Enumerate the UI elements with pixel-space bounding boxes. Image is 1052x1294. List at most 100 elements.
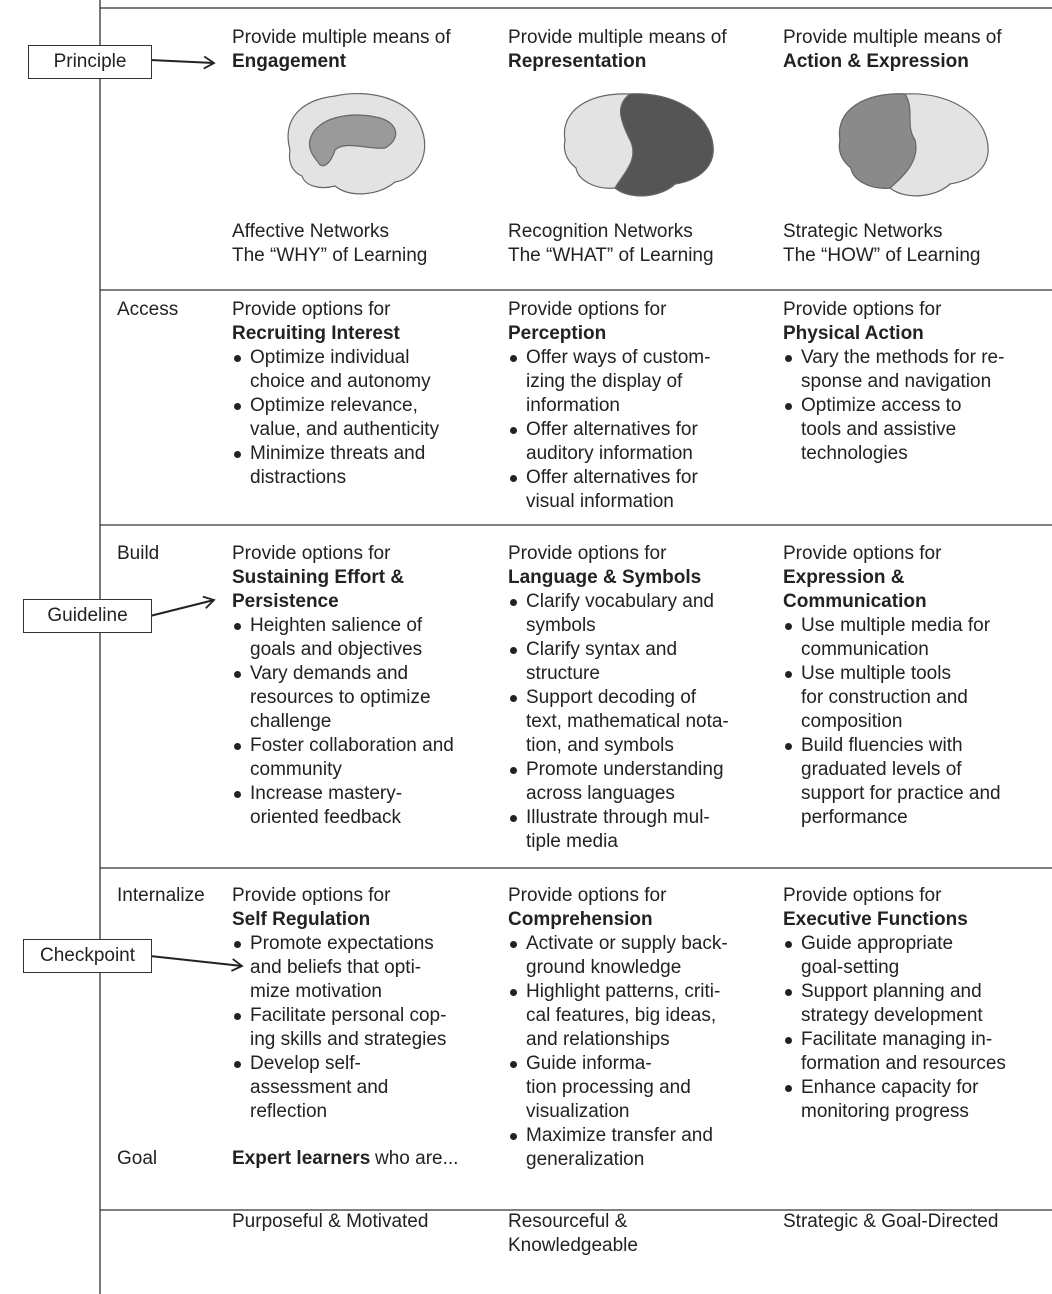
cell-intro: Provide options for <box>232 885 391 906</box>
bullet-text: izing the display of <box>526 371 683 392</box>
row-label: Build <box>117 543 160 564</box>
bullet <box>785 403 792 410</box>
bullet-text: across languages <box>526 783 675 804</box>
bullet-text: auditory information <box>526 443 693 464</box>
bullet-text: visualization <box>526 1101 630 1122</box>
callout-label: Checkpoint <box>23 939 152 973</box>
bullet-text: goal-setting <box>801 957 900 978</box>
bullet-text: and relationships <box>526 1029 670 1050</box>
bullet-text: mize motivation <box>250 981 382 1002</box>
bullet-text: Guide informa- <box>526 1053 652 1074</box>
goal-outcome: Knowledgeable <box>508 1235 638 1256</box>
cell-title: Sustaining Effort & <box>232 567 405 588</box>
cell-title: Physical Action <box>783 323 924 344</box>
bullet <box>510 427 517 434</box>
bullet <box>234 1013 241 1020</box>
bullet-text: reflection <box>250 1101 328 1122</box>
bullet-text: technologies <box>801 443 908 464</box>
bullet-text: tools and assistive <box>801 419 957 440</box>
bullet <box>510 647 517 654</box>
bullet <box>510 355 517 362</box>
bullet-text: Enhance capacity for <box>801 1077 979 1098</box>
bullet <box>234 623 241 630</box>
bullet-text: Heighten salience of <box>250 615 423 636</box>
goal-outcome: Resourceful & <box>508 1211 628 1232</box>
bullet-text: performance <box>801 807 908 828</box>
bullet-text: Vary demands and <box>250 663 409 684</box>
network-role: The “HOW” of Learning <box>783 245 981 266</box>
bullet-text: oriented feedback <box>250 807 402 828</box>
bullet <box>234 941 241 948</box>
cell-intro: Provide options for <box>783 543 942 564</box>
bullet-text: ground knowledge <box>526 957 682 978</box>
bullet-text: visual information <box>526 491 674 512</box>
bullet-text: Develop self- <box>250 1053 361 1074</box>
bullet <box>234 671 241 678</box>
bullet-text: formation and resources <box>801 1053 1006 1074</box>
cell-title: Persistence <box>232 591 339 612</box>
bullet-text: Activate or supply back- <box>526 933 728 954</box>
bullet-text: Maximize transfer and <box>526 1125 713 1146</box>
bullet-text: tion, and symbols <box>526 735 674 756</box>
bullet-text: Illustrate through mul- <box>526 807 710 828</box>
bullet-text: Optimize individual <box>250 347 410 368</box>
bullet-text: information <box>526 395 620 416</box>
bullet-text: goals and objectives <box>250 639 423 660</box>
bullet <box>785 671 792 678</box>
bullet-text: Optimize relevance, <box>250 395 418 416</box>
cell-intro: Provide options for <box>508 543 667 564</box>
network-name: Recognition Networks <box>508 221 693 242</box>
bullet <box>234 1061 241 1068</box>
bullet-text: Vary the methods for re- <box>801 347 1005 368</box>
principle-intro: Provide multiple means of <box>508 27 727 48</box>
bullet-text: cal features, big ideas, <box>526 1005 717 1026</box>
bullet-text: Promote understanding <box>526 759 724 780</box>
bullet <box>785 1085 792 1092</box>
bullet-text: Foster collaboration and <box>250 735 454 756</box>
bullet-text: Minimize threats and <box>250 443 426 464</box>
bullet-text: community <box>250 759 342 780</box>
bullet <box>510 475 517 482</box>
cell-title: Language & Symbols <box>508 567 702 588</box>
bullet-text: Offer ways of custom- <box>526 347 711 368</box>
principle-intro: Provide multiple means of <box>783 27 1002 48</box>
cell-intro: Provide options for <box>783 885 942 906</box>
row-label: Internalize <box>117 885 205 906</box>
bullet-text: tion processing and <box>526 1077 691 1098</box>
principle-intro: Provide multiple means of <box>232 27 451 48</box>
bullet <box>510 1133 517 1140</box>
bullet <box>785 989 792 996</box>
bullet <box>234 355 241 362</box>
bullet-text: value, and authenticity <box>250 419 440 440</box>
network-name: Strategic Networks <box>783 221 943 242</box>
bullet <box>510 599 517 606</box>
callout-label: Principle <box>28 45 152 79</box>
cell-intro: Provide options for <box>232 543 391 564</box>
bullet-text: Guide appropriate <box>801 933 954 954</box>
bullet-text: Use multiple tools <box>801 663 951 684</box>
cell-title: Communication <box>783 591 927 612</box>
principle-name: Engagement <box>232 51 347 72</box>
bullet-text: Offer alternatives for <box>526 467 698 488</box>
bullet-text: graduated levels of <box>801 759 962 780</box>
cell-intro: Provide options for <box>508 299 667 320</box>
bullet-text: Increase mastery- <box>250 783 403 804</box>
bullet-text: Offer alternatives for <box>526 419 698 440</box>
bullet <box>234 403 241 410</box>
bullet-text: strategy development <box>801 1005 983 1026</box>
bullet-text: challenge <box>250 711 332 732</box>
cell-intro: Provide options for <box>508 885 667 906</box>
bullet-text: Facilitate managing in- <box>801 1029 993 1050</box>
bullet <box>785 1037 792 1044</box>
bullet-text: Support planning and <box>801 981 982 1002</box>
bullet <box>510 815 517 822</box>
cell-intro: Provide options for <box>783 299 942 320</box>
goal-rest: who are... <box>375 1148 459 1169</box>
bullet-text: support for practice and <box>801 783 1001 804</box>
bullet-text: and beliefs that opti- <box>250 957 422 978</box>
principle-name: Representation <box>508 51 647 72</box>
goal-outcome: Strategic & Goal-Directed <box>783 1211 999 1232</box>
cell-title: Expression & <box>783 567 905 588</box>
